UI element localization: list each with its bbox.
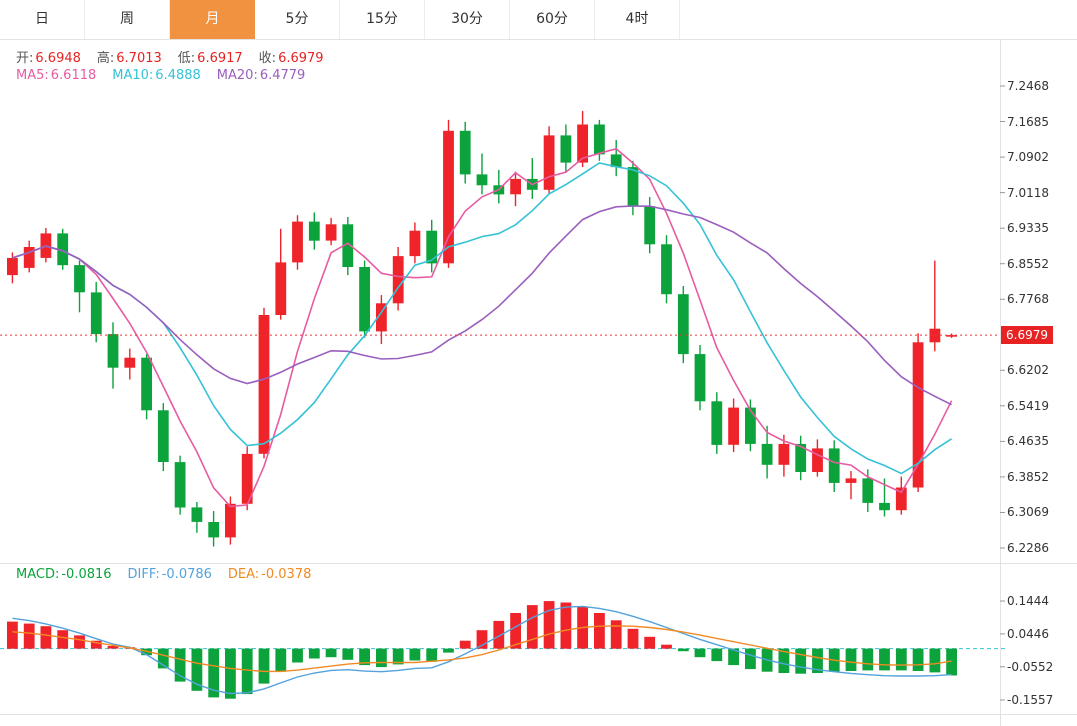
macd-axis-label: -0.1557: [1007, 693, 1054, 707]
macd-axis-label: 0.0446: [1007, 626, 1049, 641]
stat-value: -0.0786: [161, 567, 212, 582]
ma-header: MA5: 6.6118 MA10: 6.4888 MA20: 6.4779: [16, 68, 321, 83]
timeframe-tab-2[interactable]: 周: [85, 0, 170, 39]
price-axis-label: 6.5419: [1007, 398, 1049, 413]
macd-axis-label: 0.1444: [1007, 594, 1049, 608]
macd-lines: [12, 605, 952, 695]
ma-lines: [12, 147, 953, 508]
stat-label: DEA:: [227, 567, 260, 582]
ohlc-header: 开: 6.6948 高: 6.7013 低: 6.6917 收: 6.6979: [16, 47, 340, 66]
ma5-line: [12, 147, 953, 508]
macd-histogram: [7, 601, 957, 699]
stat-pair: 高: 6.7013: [97, 51, 162, 66]
stat-label: MA20:: [216, 68, 258, 83]
stat-pair: MA5: 6.6118: [16, 68, 96, 83]
timeframe-tab-6[interactable]: 30分: [425, 0, 510, 39]
stat-value: 6.7013: [116, 51, 162, 66]
price-axis-label: 6.8552: [1007, 256, 1049, 271]
price-axis-label: 6.4635: [1007, 434, 1049, 449]
dea-line: [12, 625, 952, 673]
stat-label: 低:: [177, 51, 196, 66]
price-axis-label: 6.7768: [1007, 292, 1049, 307]
timeframe-tab-4[interactable]: 5分: [255, 0, 340, 39]
price-axis-label: 6.3852: [1007, 469, 1049, 484]
stat-label: DIFF:: [127, 567, 160, 582]
stat-label: 高:: [96, 51, 115, 66]
stat-value: -0.0378: [261, 567, 312, 582]
price-axis-label: 6.3069: [1007, 505, 1049, 520]
stat-value: 6.6917: [197, 51, 243, 66]
ma20-line: [12, 205, 952, 406]
stat-label: 开:: [16, 51, 34, 66]
stat-label: MA10:: [112, 68, 154, 83]
stat-value: -0.0816: [61, 567, 112, 582]
stat-pair: MACD: -0.0816: [16, 567, 112, 582]
stat-pair: MA20: 6.4779: [217, 68, 306, 83]
price-axis-label: 6.2286: [1007, 541, 1049, 555]
price-axis-label: 6.6202: [1007, 363, 1049, 378]
stat-value: 6.4779: [259, 68, 306, 83]
stat-label: MACD:: [16, 567, 60, 582]
stat-value: 6.6948: [35, 51, 81, 66]
stat-pair: 开: 6.6948: [16, 51, 81, 66]
panel-borders: [0, 40, 1077, 726]
stat-pair: DEA: -0.0378: [228, 567, 311, 582]
price-axis-label: 7.0118: [1007, 185, 1049, 200]
stat-value: 6.6118: [50, 68, 97, 83]
stat-label: MA5:: [16, 68, 49, 83]
price-axis-label: 6.9335: [1007, 221, 1049, 236]
timeframe-tab-5[interactable]: 15分: [340, 0, 425, 39]
timeframe-tab-7[interactable]: 60分: [510, 0, 595, 39]
stat-value: 6.4888: [155, 68, 201, 83]
ma10-line: [12, 162, 953, 475]
stat-pair: MA10: 6.4888: [112, 68, 201, 83]
timeframe-tabbar: 日周月 5分 15分 30分 60分 4时: [0, 0, 1077, 40]
price-axis-label: 7.0902: [1007, 150, 1049, 165]
stat-value: 6.6979: [278, 51, 324, 66]
stat-label: 收:: [258, 51, 277, 66]
timeframe-tab-3[interactable]: 月: [170, 0, 255, 39]
diff-line: [12, 605, 952, 695]
price-axis-label: 7.2468: [1007, 79, 1049, 93]
stat-pair: 低: 6.6917: [178, 51, 243, 66]
last-price-tag: 6.6979: [1001, 326, 1053, 345]
price-axis-label: 7.1685: [1007, 114, 1049, 129]
stat-pair: 收: 6.6979: [259, 51, 324, 66]
stat-pair: DIFF: -0.0786: [128, 567, 212, 582]
macd-axis-label: -0.0552: [1007, 659, 1054, 674]
macd-header: MACD: -0.0816 DIFF: -0.0786 DEA: -0.0378: [16, 567, 327, 582]
timeframe-tab-8[interactable]: 4时: [595, 0, 680, 39]
timeframe-tab-1[interactable]: 日: [0, 0, 85, 39]
candlestick-series: [7, 110, 957, 547]
